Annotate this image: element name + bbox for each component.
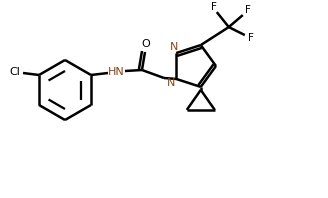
Text: N: N — [170, 42, 178, 52]
Text: HN: HN — [108, 67, 124, 77]
Text: F: F — [245, 5, 251, 15]
Text: O: O — [142, 39, 150, 49]
Text: F: F — [211, 2, 217, 12]
Text: N: N — [167, 78, 175, 88]
Text: Cl: Cl — [10, 67, 20, 77]
Text: F: F — [248, 33, 254, 43]
